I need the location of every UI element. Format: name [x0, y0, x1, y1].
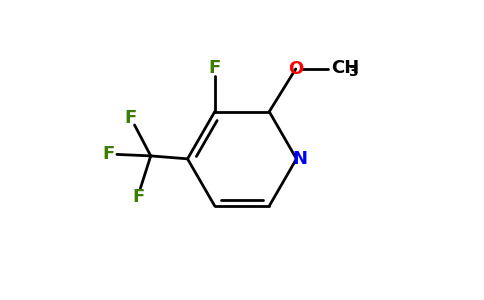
Text: F: F	[209, 59, 221, 77]
Text: O: O	[288, 60, 303, 78]
Text: F: F	[133, 188, 145, 206]
Text: F: F	[124, 109, 136, 127]
Text: F: F	[103, 146, 115, 164]
Text: N: N	[292, 150, 307, 168]
Text: CH: CH	[331, 59, 359, 77]
Text: 3: 3	[348, 65, 358, 79]
